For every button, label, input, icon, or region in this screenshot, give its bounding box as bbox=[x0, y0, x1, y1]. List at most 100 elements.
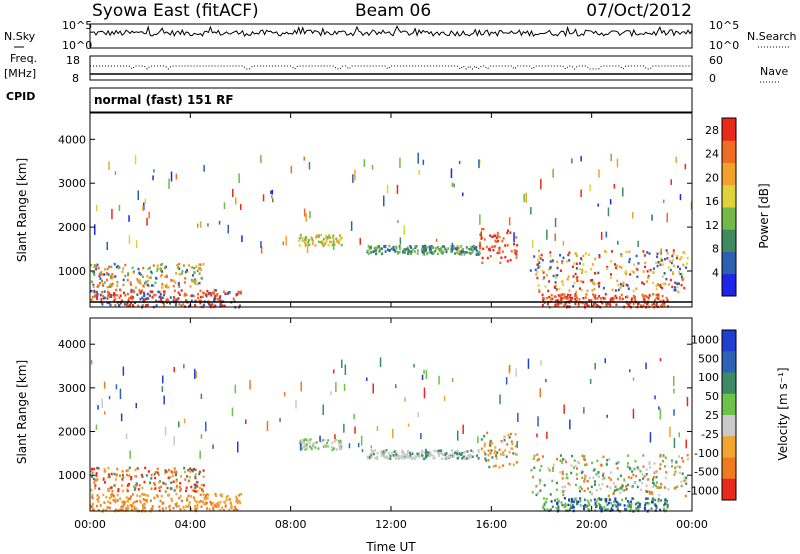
echo-cell bbox=[571, 296, 574, 300]
echo-cell bbox=[115, 265, 118, 269]
echo-cell bbox=[90, 488, 93, 492]
echo-cell bbox=[542, 455, 544, 458]
echo-cell bbox=[576, 279, 579, 282]
echo-cell bbox=[330, 446, 333, 449]
echo-cell bbox=[611, 288, 614, 292]
echo-cell bbox=[142, 298, 145, 301]
echo-cell bbox=[562, 283, 565, 286]
echo-cell bbox=[182, 264, 185, 267]
echo-cell bbox=[119, 388, 122, 400]
echo-cell bbox=[109, 303, 112, 307]
echo-cell bbox=[457, 245, 459, 255]
power-frame bbox=[89, 112, 693, 308]
echo-cell bbox=[175, 470, 178, 474]
echo-cell bbox=[90, 263, 93, 267]
echo-cell bbox=[409, 451, 411, 455]
echo-cell bbox=[531, 239, 534, 249]
echo-cell bbox=[198, 500, 201, 504]
echo-cell bbox=[134, 155, 137, 165]
echo-cell bbox=[404, 397, 406, 402]
echo-cell bbox=[93, 271, 96, 275]
echo-cell bbox=[556, 501, 559, 504]
echo-cell bbox=[615, 462, 618, 465]
echo-cell bbox=[378, 245, 381, 248]
echo-cell bbox=[183, 294, 186, 297]
echo-cell bbox=[496, 234, 499, 237]
echo-cell bbox=[223, 290, 226, 293]
noise-left-tick-top: 10^5 bbox=[62, 19, 92, 32]
echo-cell bbox=[97, 467, 100, 470]
echo-cell bbox=[413, 457, 416, 460]
echo-cell bbox=[180, 475, 182, 478]
echo-cell bbox=[638, 479, 641, 482]
echo-cell bbox=[435, 450, 438, 453]
echo-cell bbox=[141, 296, 144, 300]
echo-cell bbox=[103, 281, 106, 284]
echo-cell bbox=[119, 497, 122, 500]
echo-cell bbox=[236, 508, 239, 512]
echo-cell bbox=[481, 261, 484, 264]
echo-cell bbox=[219, 303, 222, 306]
echo-cell bbox=[238, 500, 241, 503]
echo-cell bbox=[674, 466, 677, 469]
echo-cell bbox=[114, 498, 117, 501]
echo-cell bbox=[191, 489, 194, 492]
echo-cell bbox=[329, 240, 332, 244]
echo-cell bbox=[617, 240, 619, 245]
echo-cell bbox=[655, 475, 658, 479]
echo-cell bbox=[239, 501, 242, 505]
echo-cell bbox=[375, 252, 377, 256]
echo-cell bbox=[161, 296, 164, 300]
echo-cell bbox=[338, 239, 340, 242]
echo-cell bbox=[659, 455, 662, 458]
echo-cell bbox=[186, 496, 189, 500]
echo-cell bbox=[660, 303, 663, 307]
echo-cell bbox=[177, 504, 180, 508]
echo-cell bbox=[202, 475, 205, 478]
echo-cell bbox=[230, 504, 233, 507]
echo-cell bbox=[583, 303, 586, 306]
echo-cell bbox=[645, 473, 648, 476]
echo-cell bbox=[401, 449, 404, 452]
echo-cell bbox=[514, 251, 517, 255]
echo-cell bbox=[576, 477, 579, 480]
echo-cell bbox=[624, 271, 627, 275]
echo-cell bbox=[625, 488, 628, 491]
echo-cell bbox=[582, 280, 585, 284]
echo-cell bbox=[614, 497, 617, 501]
echo-cell bbox=[570, 499, 573, 503]
echo-cell bbox=[223, 202, 226, 210]
echo-cell bbox=[170, 481, 173, 484]
echo-cell bbox=[155, 299, 158, 303]
echo-cell bbox=[380, 450, 383, 453]
echo-cell bbox=[561, 485, 564, 489]
echo-cell bbox=[128, 215, 130, 222]
echo-cell bbox=[664, 498, 667, 501]
echo-cell bbox=[610, 276, 612, 279]
noise-left-tick-bottom: 10^0 bbox=[62, 39, 92, 52]
echo-cell bbox=[647, 276, 649, 279]
echo-cell bbox=[576, 460, 579, 464]
echo-cell bbox=[158, 505, 161, 508]
echo-cell bbox=[586, 303, 588, 306]
echo-cell bbox=[645, 484, 648, 487]
echo-cell bbox=[393, 248, 396, 252]
echo-cell bbox=[683, 286, 686, 290]
echo-cell bbox=[103, 381, 106, 389]
echo-cell bbox=[102, 284, 105, 287]
echo-cell bbox=[581, 271, 583, 274]
echo-cell bbox=[564, 502, 567, 506]
echo-cell bbox=[661, 275, 664, 278]
echo-cell bbox=[148, 294, 151, 297]
echo-cell bbox=[139, 282, 142, 285]
cpid-text: normal (fast) 151 RF bbox=[94, 93, 234, 107]
echo-cell bbox=[303, 445, 306, 448]
echo-cell bbox=[630, 505, 633, 508]
echo-cell bbox=[563, 497, 566, 500]
echo-cell bbox=[576, 467, 578, 470]
echo-cell bbox=[107, 294, 109, 297]
echo-cell bbox=[161, 386, 164, 393]
echo-cell bbox=[372, 449, 374, 453]
echo-cell bbox=[563, 404, 565, 414]
